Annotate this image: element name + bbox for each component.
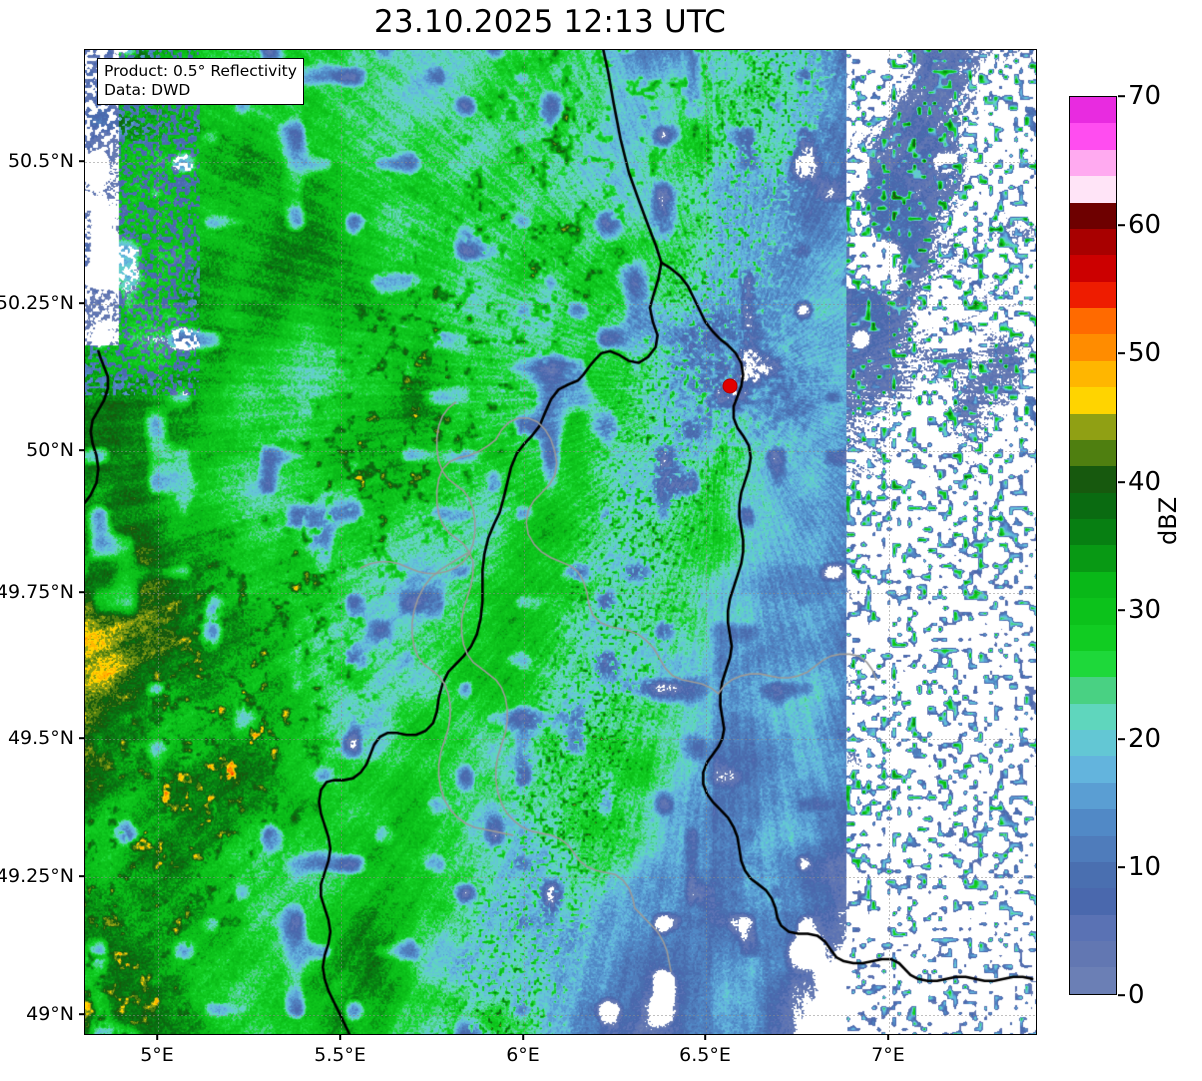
- colorbar-swatch: [1070, 598, 1116, 625]
- latitude-tick-label: 49°N: [26, 1003, 74, 1025]
- colorbar-swatch: [1070, 123, 1116, 150]
- colorbar-swatch: [1070, 545, 1116, 572]
- colorbar-swatch: [1070, 782, 1116, 810]
- colorbar-tick-mark: [1118, 866, 1125, 868]
- colorbar-swatch: [1070, 650, 1116, 678]
- colorbar-swatch: [1070, 334, 1116, 361]
- latitude-tick-mark: [79, 1013, 84, 1015]
- latitude-tick-label: 49.25°N: [0, 865, 74, 887]
- colorbar-swatch: [1070, 941, 1116, 968]
- page-title: 23.10.2025 12:13 UTC: [374, 4, 726, 40]
- latitude-tick-label: 50.5°N: [7, 150, 74, 172]
- colorbar-swatch: [1070, 202, 1116, 229]
- colorbar-swatch: [1070, 730, 1116, 757]
- longitude-tick-label: 5°E: [140, 1044, 174, 1066]
- colorbar-swatch: [1070, 914, 1116, 941]
- colorbar-swatch: [1070, 466, 1116, 493]
- colorbar-tick-mark: [1118, 481, 1125, 483]
- radar-site-marker[interactable]: [722, 378, 738, 394]
- colorbar-axis-label: dBZ: [1154, 496, 1182, 545]
- latitude-tick-mark: [79, 737, 84, 739]
- colorbar-swatch: [1070, 756, 1116, 783]
- longitude-tick-mark: [704, 1035, 706, 1040]
- colorbar-swatch: [1070, 413, 1116, 440]
- latitude-tick-mark: [79, 449, 84, 451]
- colorbar-swatch: [1070, 228, 1116, 256]
- latitude-tick-mark: [79, 875, 84, 877]
- colorbar-swatch: [1070, 387, 1116, 414]
- colorbar-tick-label: 10: [1128, 852, 1162, 882]
- colorbar-swatch: [1070, 255, 1116, 282]
- colorbar-swatch: [1070, 677, 1116, 704]
- colorbar-swatch: [1070, 492, 1116, 519]
- latitude-tick-mark: [79, 591, 84, 593]
- longitude-tick-label: 6°E: [506, 1044, 540, 1066]
- colorbar-tick-label: 50: [1128, 338, 1162, 368]
- colorbar-swatch: [1070, 97, 1116, 124]
- data-source-line: Data: DWD: [104, 80, 191, 99]
- colorbar: [1069, 96, 1117, 995]
- colorbar-swatch: [1070, 835, 1116, 862]
- latitude-tick-label: 49.75°N: [0, 581, 74, 603]
- colorbar-tick-label: 60: [1128, 210, 1162, 240]
- product-info-box: Product: 0.5° Reflectivity Data: DWD: [97, 58, 304, 105]
- product-line: Product: 0.5° Reflectivity: [104, 62, 297, 80]
- colorbar-tick-label: 20: [1128, 724, 1162, 754]
- colorbar-tick-mark: [1118, 738, 1125, 740]
- colorbar-tick-label: 30: [1128, 595, 1162, 625]
- longitude-tick-label: 6.5°E: [679, 1044, 731, 1066]
- colorbar-swatch: [1070, 308, 1116, 335]
- latitude-tick-label: 49.5°N: [7, 727, 74, 749]
- colorbar-tick-mark: [1118, 994, 1125, 996]
- colorbar-tick-mark: [1118, 352, 1125, 354]
- colorbar-swatch: [1070, 703, 1116, 730]
- radar-reflectivity-image: [85, 50, 1036, 1034]
- colorbar-swatch: [1070, 439, 1116, 467]
- colorbar-swatch: [1070, 861, 1116, 889]
- latitude-tick-label: 50°N: [26, 439, 74, 461]
- longitude-tick-mark: [339, 1035, 341, 1040]
- colorbar-swatch: [1070, 360, 1116, 388]
- colorbar-tick-label: 40: [1128, 467, 1162, 497]
- longitude-tick-mark: [522, 1035, 524, 1040]
- colorbar-swatch: [1070, 809, 1116, 836]
- longitude-tick-label: 7°E: [871, 1044, 905, 1066]
- colorbar-swatch: [1070, 281, 1116, 308]
- colorbar-swatch: [1070, 624, 1116, 651]
- colorbar-swatch: [1070, 519, 1116, 546]
- colorbar-tick-label: 0: [1128, 980, 1145, 1010]
- colorbar-swatch: [1070, 571, 1116, 599]
- latitude-tick-label: 50.25°N: [0, 292, 74, 314]
- colorbar-swatch: [1070, 967, 1116, 994]
- colorbar-swatch: [1070, 176, 1116, 203]
- longitude-tick-label: 5.5°E: [314, 1044, 366, 1066]
- colorbar-tick-label: 70: [1128, 81, 1162, 111]
- colorbar-swatch: [1070, 888, 1116, 915]
- longitude-tick-mark: [156, 1035, 158, 1040]
- colorbar-tick-mark: [1118, 95, 1125, 97]
- colorbar-tick-mark: [1118, 224, 1125, 226]
- radar-map-plot[interactable]: [84, 49, 1037, 1035]
- latitude-tick-mark: [79, 160, 84, 162]
- colorbar-swatch: [1070, 149, 1116, 177]
- colorbar-tick-mark: [1118, 609, 1125, 611]
- longitude-tick-mark: [887, 1035, 889, 1040]
- latitude-tick-mark: [79, 302, 84, 304]
